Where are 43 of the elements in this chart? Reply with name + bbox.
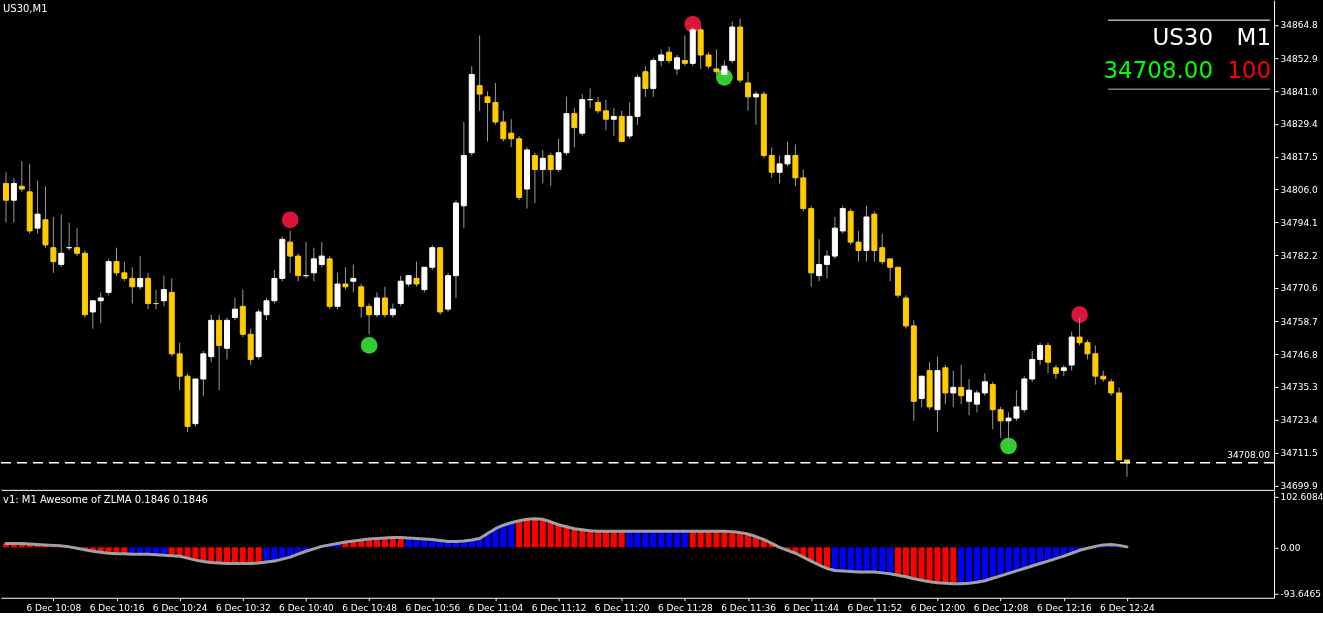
x-tick-label: 6 Dec 10:32 xyxy=(215,603,271,614)
annotation: M1 xyxy=(1236,24,1272,51)
x-tick-label: 6 Dec 10:56 xyxy=(405,603,461,614)
annotation: US30 xyxy=(1152,24,1214,51)
x-tick-label: 6 Dec 10:40 xyxy=(279,603,335,614)
x-tick-label: 6 Dec 11:44 xyxy=(784,603,840,614)
chart-title: US30,M1 xyxy=(3,3,48,15)
y-tick-label: 34723.4 xyxy=(1280,415,1318,426)
x-tick-label: 6 Dec 10:16 xyxy=(89,603,145,614)
x-tick-label: 6 Dec 11:20 xyxy=(594,603,650,614)
y-tick-label: 34770.6 xyxy=(1280,283,1318,294)
x-tick-label: 6 Dec 11:04 xyxy=(468,603,524,614)
x-tick-label: 6 Dec 12:08 xyxy=(973,603,1029,614)
y-tick-label: 34735.3 xyxy=(1280,382,1318,393)
y-tick-label: 0.00 xyxy=(1280,542,1301,553)
y-tick-label: 102.6084 xyxy=(1280,492,1323,503)
x-tick-label: 6 Dec 10:24 xyxy=(152,603,208,614)
y-tick-label: 34758.7 xyxy=(1280,316,1318,327)
x-tick-label: 6 Dec 11:28 xyxy=(658,603,714,614)
annotation: 34708.00 xyxy=(1103,57,1214,84)
y-tick-label: 34829.4 xyxy=(1280,119,1318,130)
y-tick-label: 34806.0 xyxy=(1280,184,1318,195)
x-tick-label: 6 Dec 12:00 xyxy=(910,603,966,614)
chart-title: v1: M1 Awesome of ZLMA 0.1846 0.1846 xyxy=(3,493,208,505)
x-tick-label: 6 Dec 11:12 xyxy=(531,603,587,614)
y-tick-label: 34711.5 xyxy=(1280,448,1318,459)
y-tick-label: 34699.9 xyxy=(1280,480,1318,491)
y-tick-label: -93.6465 xyxy=(1280,588,1321,599)
ref-line-label: 34708.00 xyxy=(1227,449,1271,460)
y-tick-label: 34794.1 xyxy=(1280,217,1318,228)
x-tick-label: 6 Dec 12:16 xyxy=(1036,603,1092,614)
y-tick-label: 34852.9 xyxy=(1280,53,1318,64)
x-tick-label: 6 Dec 11:36 xyxy=(721,603,777,614)
y-tick-label: 34746.8 xyxy=(1280,349,1318,360)
x-tick-label: 6 Dec 10:48 xyxy=(342,603,398,614)
x-tick-label: 6 Dec 11:52 xyxy=(847,603,903,614)
x-tick-label: 6 Dec 12:24 xyxy=(1100,603,1156,614)
y-tick-label: 34841.0 xyxy=(1280,86,1318,97)
y-tick-label: 34817.5 xyxy=(1280,152,1318,163)
annotation: 100 xyxy=(1227,57,1272,84)
x-tick-label: 6 Dec 10:08 xyxy=(26,603,82,614)
y-tick-label: 34782.2 xyxy=(1280,251,1318,262)
y-tick-label: 34864.8 xyxy=(1280,20,1318,31)
